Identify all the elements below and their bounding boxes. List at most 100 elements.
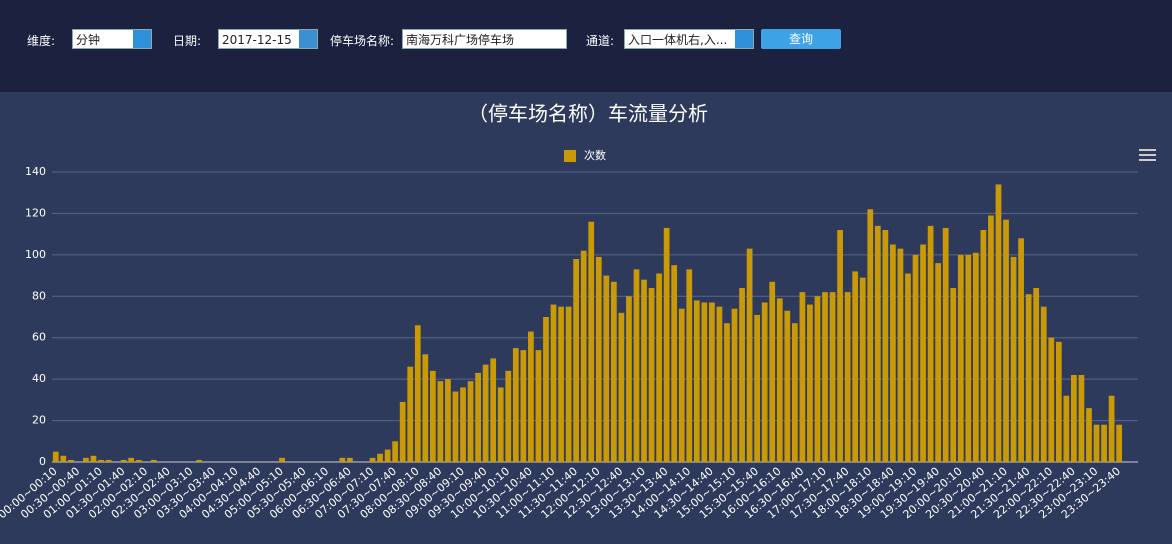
channel-value: 入口一体机右,入... [628, 33, 728, 47]
bar [829, 292, 836, 462]
channel-select[interactable]: 入口一体机右,入... [624, 29, 754, 49]
bar [588, 221, 595, 462]
chart-title: （停车场名称）车流量分析 [468, 102, 708, 126]
bar [731, 308, 738, 462]
channel-label: 通道: [586, 34, 615, 48]
bar [490, 358, 497, 462]
date-input[interactable]: 2017-12-15 [218, 29, 318, 49]
menu-icon[interactable] [1139, 149, 1156, 161]
bar [995, 184, 1002, 462]
bar [784, 310, 791, 462]
bar [610, 281, 617, 462]
bar [799, 292, 806, 462]
bar [882, 230, 889, 462]
lot-label: 停车场名称: [330, 34, 395, 48]
filter-bar: 维度: 分钟 日期: 2017-12-15 停车场名称: 南海万科广场停车场 通… [0, 0, 1172, 92]
bar [339, 457, 346, 462]
bar [392, 441, 399, 462]
bar [867, 209, 874, 462]
bar [988, 215, 994, 462]
query-button[interactable]: 查询 [761, 29, 841, 49]
bar [414, 325, 421, 462]
bar [120, 459, 127, 462]
bar [482, 364, 489, 462]
bar [347, 457, 353, 462]
bar [822, 292, 828, 462]
y-tick-label: 0 [39, 455, 46, 468]
bar [1108, 395, 1115, 462]
calendar-icon [299, 30, 317, 48]
y-tick-label: 100 [25, 248, 46, 261]
bar [852, 271, 859, 462]
bar [761, 302, 768, 462]
bar [135, 459, 142, 462]
bar [1086, 408, 1092, 462]
bar [1116, 424, 1123, 462]
bar [377, 453, 383, 462]
bar [369, 457, 376, 462]
bar [678, 308, 685, 462]
bar [52, 451, 59, 462]
bar [769, 281, 776, 462]
dimension-label: 维度: [27, 34, 56, 48]
bar [1033, 288, 1040, 462]
bar [437, 381, 444, 462]
bar [105, 459, 112, 462]
legend-swatch [564, 150, 576, 162]
bar [595, 256, 602, 462]
bar [407, 366, 414, 462]
bar [837, 230, 843, 462]
y-tick-label: 120 [25, 206, 46, 219]
bar [618, 312, 625, 462]
bar [1040, 306, 1047, 462]
bar [656, 273, 662, 462]
bar [150, 459, 157, 462]
bar [422, 354, 429, 462]
bar [709, 302, 715, 462]
bar [701, 302, 708, 462]
bar [920, 244, 926, 462]
dropdown-icon [133, 30, 151, 48]
bar [980, 230, 987, 462]
bar [950, 288, 957, 462]
bar [686, 269, 693, 462]
bar [580, 250, 587, 462]
bar [1003, 219, 1009, 462]
bar [429, 370, 436, 462]
dropdown-icon [735, 30, 753, 48]
bar [603, 275, 610, 462]
bar [528, 331, 534, 462]
date-label: 日期: [173, 34, 202, 48]
bar [671, 265, 678, 462]
bar [497, 387, 504, 462]
bar [739, 288, 745, 462]
bar [60, 455, 67, 462]
bar [905, 273, 911, 462]
bar [663, 227, 670, 462]
bar [754, 314, 761, 462]
y-tick-label: 140 [25, 165, 46, 178]
lot-input[interactable]: 南海万科广场停车场 [402, 29, 567, 49]
bar [505, 370, 512, 462]
bar [1063, 395, 1070, 462]
bar [1055, 341, 1062, 462]
bar [452, 391, 459, 462]
bar [942, 227, 949, 462]
bar [897, 248, 904, 462]
bar [912, 254, 919, 462]
chart: （停车场名称）车流量分析 次数02040608010012014000:00~0… [0, 102, 1156, 521]
bar [543, 317, 549, 462]
bar [384, 449, 391, 462]
bar [128, 457, 135, 462]
bar [648, 288, 655, 462]
bar [1048, 337, 1055, 462]
bar [98, 459, 104, 462]
bar [746, 248, 753, 462]
bar [1093, 424, 1100, 462]
bar [1071, 375, 1077, 462]
date-value: 2017-12-15 [222, 33, 292, 47]
bar [1025, 294, 1032, 462]
dimension-select[interactable]: 分钟 [72, 29, 152, 49]
bar [927, 225, 934, 462]
